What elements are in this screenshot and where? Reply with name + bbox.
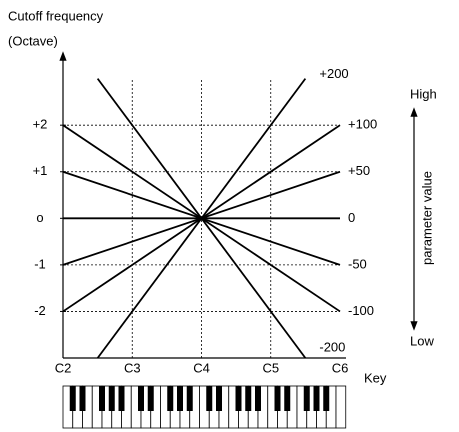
black-key [79, 386, 86, 411]
black-key [313, 386, 320, 411]
series-label: +200 [319, 66, 348, 81]
black-key [147, 386, 154, 411]
black-key [216, 386, 222, 411]
series-label: 0 [348, 210, 355, 225]
black-key [167, 386, 174, 411]
white-key [335, 385, 347, 429]
series-line [96, 78, 307, 359]
chart-subtitle: (Octave) [8, 33, 58, 48]
black-key [323, 386, 330, 411]
black-key [245, 386, 252, 411]
black-key [69, 386, 76, 411]
y-tick-label: -2 [34, 303, 46, 318]
black-key [284, 386, 291, 411]
black-key [235, 386, 242, 411]
x-tick-label: C4 [193, 360, 210, 375]
black-key [186, 386, 193, 411]
series-label: +50 [348, 163, 370, 178]
x-tick-label: C3 [124, 360, 141, 375]
black-key [118, 386, 125, 411]
x-tick-label: C6 [332, 360, 349, 375]
high-label: High [410, 86, 437, 101]
series-label: -200 [319, 339, 345, 354]
black-key [255, 386, 261, 411]
black-key [274, 386, 281, 411]
x-tick-label: C5 [262, 360, 279, 375]
series-label: -100 [348, 303, 374, 318]
series-label: -50 [348, 256, 367, 271]
low-label: Low [410, 333, 434, 348]
black-key [108, 386, 115, 411]
y-tick-label: o [36, 210, 43, 225]
black-key [177, 386, 183, 411]
black-key [303, 386, 310, 411]
y2-axis-label: parameter value [419, 171, 434, 265]
black-key [206, 386, 213, 411]
black-key [99, 386, 105, 411]
keyboard [62, 385, 347, 429]
x-tick-label: C2 [55, 360, 72, 375]
y-tick-label: -1 [34, 256, 46, 271]
series-label: +100 [348, 117, 377, 132]
y-tick-label: +2 [33, 117, 48, 132]
black-key [138, 386, 144, 411]
chart-title: Cutoff frequency [8, 8, 104, 23]
y-tick-label: +1 [33, 163, 48, 178]
x-axis-label: Key [364, 370, 387, 385]
